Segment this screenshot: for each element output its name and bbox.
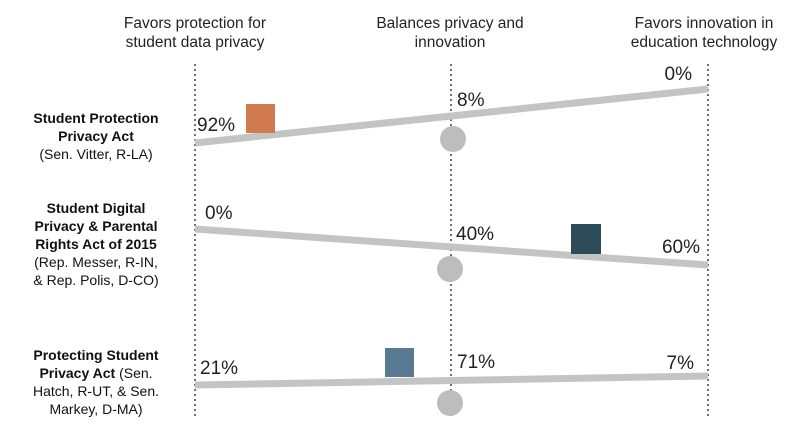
column-header-line: innovation bbox=[414, 34, 486, 51]
column-header-balance: Balances privacy and innovation bbox=[340, 14, 560, 52]
seesaw-beam bbox=[194, 225, 709, 269]
bill-title-line: Privacy Act bbox=[58, 128, 134, 144]
sponsor-line: (Rep. Messer, R-IN, bbox=[34, 254, 158, 270]
seesaw-beam bbox=[194, 85, 709, 147]
bill-title-line: Student Protection bbox=[33, 110, 159, 126]
column-header-line: Favors protection for bbox=[123, 15, 267, 32]
percent-label: 60% bbox=[662, 237, 700, 258]
sponsor-line: (Sen. Vitter, R-LA) bbox=[39, 146, 153, 162]
bill-title-line: Student Digital bbox=[46, 200, 146, 216]
row-label-2: Student Digital Privacy & Parental Right… bbox=[0, 199, 192, 289]
percent-label: 71% bbox=[457, 352, 495, 373]
percent-label: 0% bbox=[665, 64, 693, 85]
column-header-line: education technology bbox=[630, 34, 778, 51]
column-header-line: student data privacy bbox=[125, 34, 265, 51]
seesaw-beam bbox=[194, 372, 709, 389]
sponsor-line: Hatch, R-UT, & Sen. bbox=[32, 383, 160, 399]
fulcrum bbox=[437, 256, 463, 282]
sponsor-line: & Rep. Polis, D-CO) bbox=[33, 272, 159, 288]
fulcrum bbox=[440, 126, 466, 152]
position-marker bbox=[571, 224, 601, 254]
column-header-innovation: Favors innovation in education technolog… bbox=[594, 14, 800, 52]
row-label-3: Protecting Student Privacy Act (Sen. Hat… bbox=[0, 346, 192, 418]
percent-label: 8% bbox=[457, 90, 485, 111]
bill-title-line: Rights Act of 2015 bbox=[35, 236, 157, 252]
bill-title-line: Protecting Student bbox=[33, 347, 159, 363]
sponsor-line: Markey, D-MA) bbox=[49, 401, 143, 417]
percent-label: 7% bbox=[667, 353, 695, 374]
percent-label: 92% bbox=[197, 115, 235, 136]
position-marker bbox=[385, 348, 414, 377]
bill-title-line: Privacy Act bbox=[39, 365, 116, 381]
column-header-privacy: Favors protection for student data priva… bbox=[85, 14, 305, 52]
fulcrum bbox=[437, 390, 463, 416]
bill-title-line: Privacy & Parental bbox=[34, 218, 158, 234]
column-header-line: Favors innovation in bbox=[634, 15, 774, 32]
sponsor-inline: (Sen. bbox=[119, 365, 153, 381]
percent-label: 40% bbox=[456, 224, 494, 245]
column-header-line: Balances privacy and bbox=[376, 15, 524, 32]
position-marker bbox=[246, 104, 275, 133]
percent-label: 0% bbox=[205, 203, 233, 224]
percent-label: 21% bbox=[200, 358, 238, 379]
row-label-1: Student Protection Privacy Act (Sen. Vit… bbox=[0, 109, 192, 163]
